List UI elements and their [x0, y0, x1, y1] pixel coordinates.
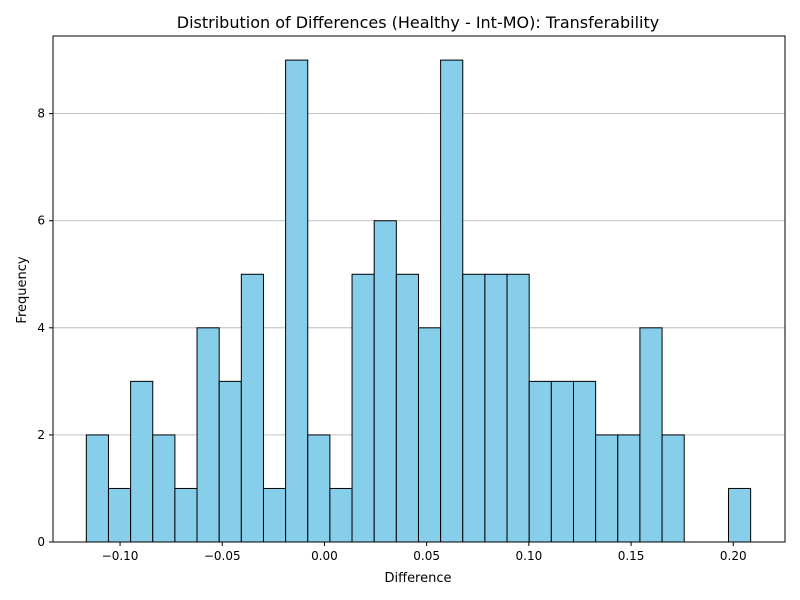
histogram-bar — [307, 434, 331, 543]
histogram-bar — [484, 273, 508, 543]
histogram-bar — [572, 380, 597, 543]
histogram-bar — [595, 434, 619, 543]
histogram-bar — [373, 220, 397, 543]
histogram-bar — [661, 434, 685, 543]
histogram-bar — [550, 380, 574, 543]
y-tick-label: 4 — [37, 321, 45, 335]
histogram-bar — [196, 327, 220, 543]
histogram-bars — [85, 59, 752, 543]
y-tick-label: 0 — [37, 535, 45, 549]
plot-frame — [52, 35, 786, 543]
histogram-bar — [395, 273, 419, 543]
histogram-bar — [130, 380, 154, 543]
histogram-bar — [329, 487, 353, 543]
histogram-bar — [727, 487, 752, 543]
x-axis-label: Difference — [384, 571, 451, 586]
y-tick-label: 8 — [37, 107, 45, 121]
histogram-bar — [351, 273, 375, 543]
histogram-bar — [85, 434, 109, 543]
x-tick-label: 0.15 — [618, 549, 645, 563]
histogram-bar — [462, 273, 486, 543]
histogram-bar — [440, 59, 464, 543]
histogram-bar — [174, 487, 198, 543]
histogram-bar — [617, 434, 641, 543]
histogram-bar — [417, 327, 442, 543]
histogram-bar — [506, 273, 530, 543]
y-axis-label: Frequency — [15, 256, 30, 323]
histogram-bar — [107, 487, 132, 543]
x-axis-ticks: −0.10 −0.05 0.00 0.05 0.10 0.15 0.20 — [102, 542, 747, 563]
x-tick-label: 0.20 — [720, 549, 747, 563]
x-tick-label: 0.00 — [311, 549, 338, 563]
x-tick-label: −0.05 — [204, 549, 241, 563]
x-tick-label: −0.10 — [102, 549, 139, 563]
x-tick-label: 0.10 — [516, 549, 543, 563]
histogram-bar — [285, 59, 309, 543]
histogram-bar — [218, 380, 242, 543]
y-tick-label: 6 — [37, 214, 45, 228]
y-axis-ticks: 0 2 4 6 8 — [37, 107, 53, 549]
histogram-bar — [639, 327, 663, 543]
chart-title: Distribution of Differences (Healthy - I… — [177, 13, 659, 32]
y-tick-label: 2 — [37, 428, 45, 442]
histogram-bar — [152, 434, 176, 543]
histogram-bar — [528, 380, 552, 543]
x-tick-label: 0.05 — [413, 549, 440, 563]
histogram-bar — [240, 273, 264, 543]
histogram-bar — [262, 487, 287, 543]
